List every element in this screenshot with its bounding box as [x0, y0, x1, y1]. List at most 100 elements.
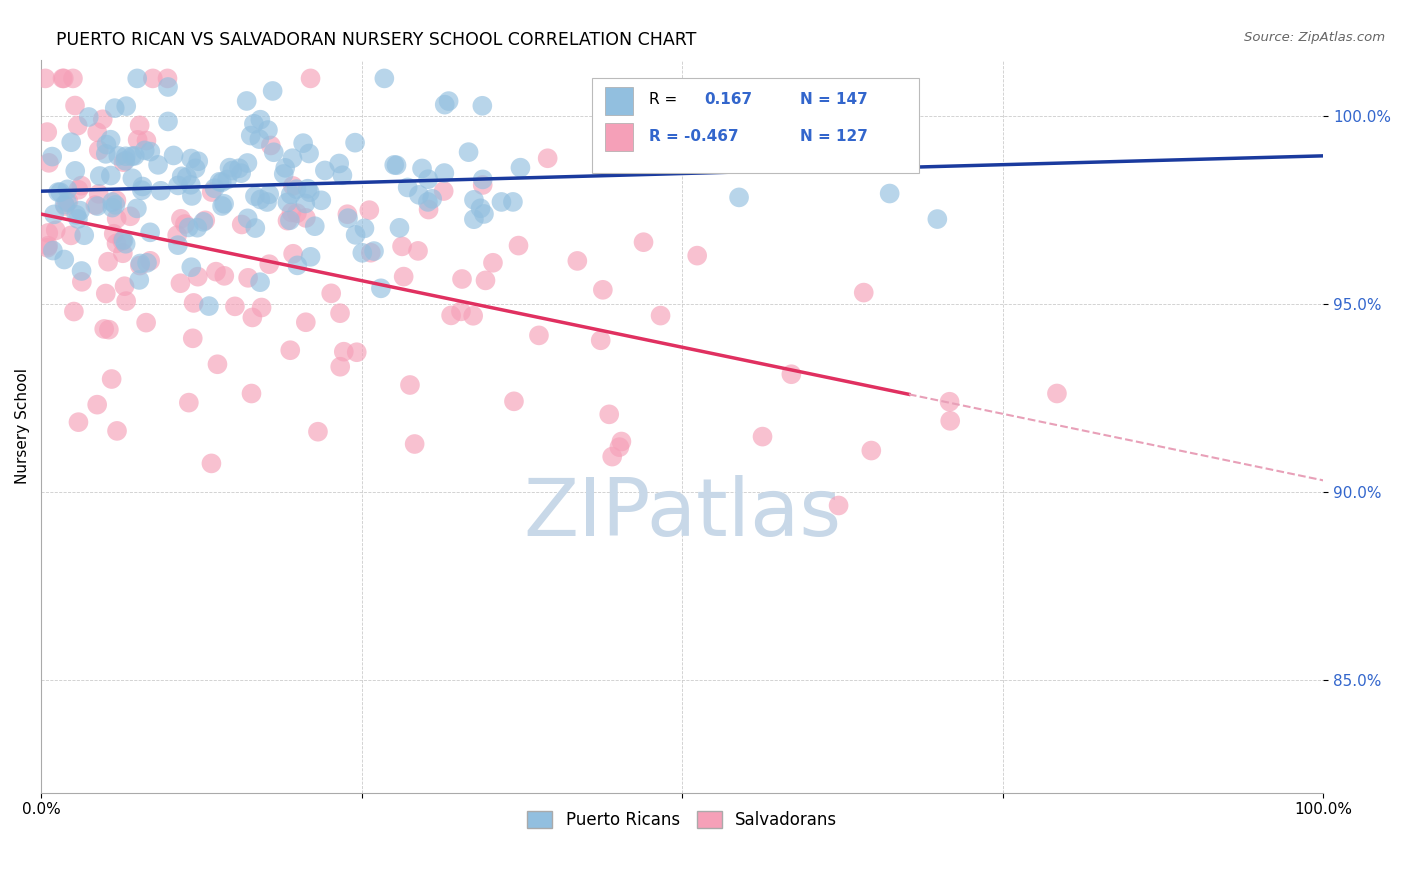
Salvadorans: [257, 257, 280, 271]
Salvadorans: [295, 315, 318, 329]
Salvadorans: [280, 205, 302, 219]
Puerto Ricans: [249, 112, 271, 127]
Salvadorans: [114, 279, 136, 293]
Puerto Ricans: [344, 136, 367, 150]
Puerto Ricans: [101, 201, 124, 215]
Puerto Ricans: [129, 256, 152, 270]
Puerto Ricans: [420, 192, 443, 206]
Puerto Ricans: [344, 227, 367, 242]
Salvadorans: [142, 71, 165, 86]
Puerto Ricans: [167, 178, 190, 193]
Puerto Ricans: [411, 161, 433, 176]
Salvadorans: [67, 415, 90, 429]
Puerto Ricans: [298, 185, 321, 199]
Puerto Ricans: [471, 172, 494, 186]
Puerto Ricans: [100, 169, 122, 183]
Salvadorans: [250, 301, 273, 315]
Salvadorans: [87, 143, 110, 157]
Puerto Ricans: [53, 252, 76, 267]
Salvadorans: [51, 71, 73, 86]
Salvadorans: [63, 98, 86, 112]
Salvadorans: [86, 398, 108, 412]
Puerto Ricans: [41, 150, 63, 164]
Puerto Ricans: [112, 233, 135, 247]
Puerto Ricans: [285, 182, 308, 196]
Salvadorans: [633, 235, 655, 250]
Puerto Ricans: [139, 225, 162, 239]
Text: R =: R =: [648, 93, 682, 107]
Puerto Ricans: [208, 175, 231, 189]
Bar: [605, 123, 634, 152]
Salvadorans: [115, 294, 138, 309]
Puerto Ricans: [221, 163, 243, 178]
Puerto Ricans: [385, 158, 408, 172]
Salvadorans: [38, 156, 60, 170]
Puerto Ricans: [396, 180, 419, 194]
Puerto Ricans: [149, 184, 172, 198]
Puerto Ricans: [94, 146, 117, 161]
Puerto Ricans: [46, 185, 69, 199]
Puerto Ricans: [606, 109, 628, 123]
Salvadorans: [127, 133, 149, 147]
Salvadorans: [120, 209, 142, 223]
Puerto Ricans: [927, 212, 949, 227]
Puerto Ricans: [299, 250, 322, 264]
Salvadorans: [329, 359, 352, 374]
Text: N = 127: N = 127: [800, 129, 868, 145]
Salvadorans: [329, 306, 352, 320]
Puerto Ricans: [180, 178, 202, 192]
Salvadorans: [440, 309, 463, 323]
Puerto Ricans: [418, 172, 440, 186]
Salvadorans: [240, 310, 263, 325]
Salvadorans: [281, 178, 304, 193]
Salvadorans: [62, 71, 84, 86]
Salvadorans: [503, 394, 526, 409]
Salvadorans: [231, 218, 253, 232]
Puerto Ricans: [211, 175, 233, 189]
Puerto Ricans: [193, 215, 215, 229]
Salvadorans: [567, 254, 589, 268]
Salvadorans: [751, 429, 773, 443]
Salvadorans: [66, 119, 89, 133]
Salvadorans: [84, 198, 107, 212]
Puerto Ricans: [281, 151, 304, 165]
Puerto Ricans: [353, 221, 375, 235]
Puerto Ricans: [278, 213, 301, 227]
Puerto Ricans: [463, 193, 485, 207]
Puerto Ricans: [70, 264, 93, 278]
Puerto Ricans: [65, 208, 87, 222]
Salvadorans: [128, 119, 150, 133]
Puerto Ricans: [131, 183, 153, 197]
Salvadorans: [194, 213, 217, 227]
Puerto Ricans: [285, 258, 308, 272]
Salvadorans: [135, 316, 157, 330]
Salvadorans: [91, 112, 114, 127]
Salvadorans: [939, 414, 962, 428]
Puerto Ricans: [100, 133, 122, 147]
Salvadorans: [201, 185, 224, 199]
Puerto Ricans: [136, 256, 159, 270]
Puerto Ricans: [491, 194, 513, 209]
Salvadorans: [610, 434, 633, 449]
Salvadorans: [103, 227, 125, 241]
Salvadorans: [650, 309, 672, 323]
Puerto Ricans: [198, 299, 221, 313]
Puerto Ricans: [262, 84, 284, 98]
Puerto Ricans: [69, 203, 91, 218]
Puerto Ricans: [457, 145, 479, 160]
Salvadorans: [63, 304, 86, 318]
Puerto Ricans: [274, 161, 297, 175]
Puerto Ricans: [49, 185, 72, 199]
Salvadorans: [299, 71, 322, 86]
Salvadorans: [527, 328, 550, 343]
Puerto Ricans: [471, 99, 494, 113]
Puerto Ricans: [314, 163, 336, 178]
Puerto Ricans: [236, 156, 259, 170]
Puerto Ricans: [280, 187, 302, 202]
Puerto Ricans: [388, 220, 411, 235]
Salvadorans: [450, 304, 472, 318]
Puerto Ricans: [180, 189, 202, 203]
Salvadorans: [852, 285, 875, 300]
Puerto Ricans: [328, 156, 350, 170]
Salvadorans: [336, 207, 359, 221]
